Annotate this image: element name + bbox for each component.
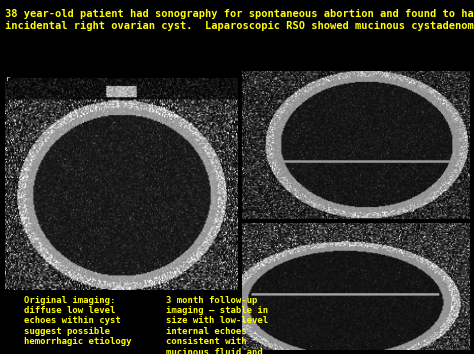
- Text: Original imaging:
diffuse low level
echoes within cyst
suggest possible
hemorrha: Original imaging: diffuse low level echo…: [24, 296, 131, 346]
- Text: 38 year-old patient had sonography for spontaneous abortion and found to have
in: 38 year-old patient had sonography for s…: [5, 9, 474, 30]
- Text: 3 month follow-up
imaging – stable in
size with low-level
internal echoes
consis: 3 month follow-up imaging – stable in si…: [166, 296, 268, 354]
- Text: r: r: [6, 76, 10, 82]
